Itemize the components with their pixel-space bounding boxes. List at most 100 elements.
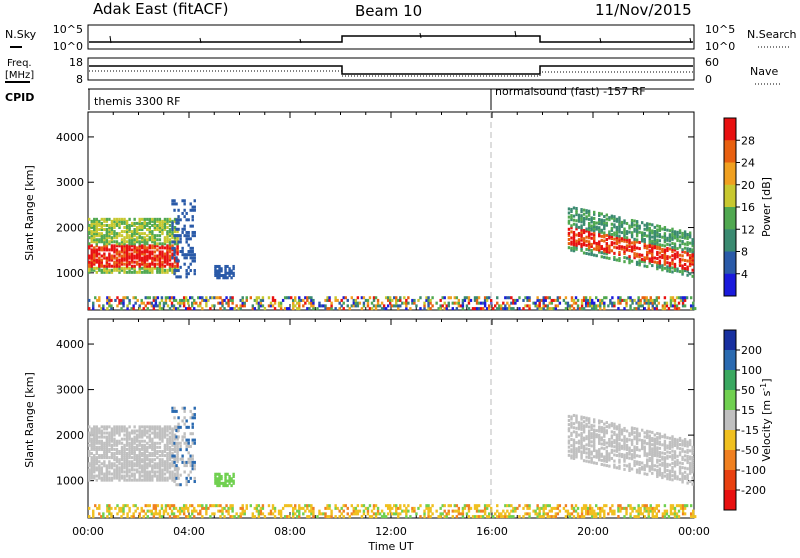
power-cell [593,231,596,235]
velocity-cell [580,425,583,429]
power-cell [193,230,196,234]
velocity-cell [681,455,684,459]
power-cell [128,254,131,258]
velocity-cell [577,425,581,429]
power-cell [231,296,234,300]
power-cell [125,266,129,270]
velocity-cell [161,478,164,482]
velocity-cell [600,454,603,458]
power-cell [676,232,679,236]
velocity-cell [310,512,313,516]
power-cell [330,304,333,308]
power-ylabel: Slant Range [km] [23,165,36,261]
power-cell [153,264,157,268]
velocity-cell [656,446,659,450]
power-cell [668,267,672,271]
velocity-cell [393,504,396,508]
velocity-cell [578,515,582,519]
power-cell [678,261,682,265]
velocity-cell [302,506,305,510]
velocity-cell [103,447,106,451]
velocity-cell [125,431,129,435]
velocity-cell [668,451,672,455]
velocity-cell [595,461,598,465]
power-cell [141,217,144,221]
velocity-cell [388,506,392,510]
power-cell [183,199,186,203]
power-cell [115,240,119,244]
power-cell [103,236,106,240]
power-cell [128,252,131,256]
velocity-cell [302,512,305,516]
power-cell [447,304,450,308]
power-cell [651,235,654,239]
power-cell [580,242,583,246]
velocity-cell [550,509,553,513]
power-cell [681,304,685,308]
velocity-cell [620,432,624,436]
power-cell [176,250,179,254]
power-cell [173,217,177,221]
power-cell [115,248,119,252]
velocity-cell [143,427,146,431]
velocity-cell [585,418,588,422]
power-cell [277,301,281,305]
power-cell [100,270,104,274]
velocity-cell [651,449,654,453]
power-cell [88,268,91,272]
power-cell [372,296,376,300]
velocity-cell [572,446,576,450]
power-cell [538,304,541,308]
power-cell [633,241,636,245]
velocity-cell [95,445,98,449]
power-cell [93,221,96,225]
power-cell [154,301,158,305]
power-cell [130,307,133,311]
power-cell [445,304,448,308]
velocity-cell [623,437,626,441]
power-cell [171,252,174,256]
velocity-cell [668,442,672,446]
power-cell [656,238,659,242]
power-cell [661,243,664,247]
power-cell [630,223,634,227]
velocity-cell [481,515,485,519]
velocity-cell [671,455,674,459]
power-cell [115,223,119,227]
velocity-cell [175,425,178,429]
power-cell [605,256,609,260]
velocity-ylabel: Slant Range [km] [23,372,36,468]
power-cell [643,258,646,262]
velocity-cell [620,446,624,450]
power-cell [243,301,246,305]
power-cell [348,307,351,311]
power-cell [128,248,131,252]
velocity-cell [207,506,210,510]
power-cell [567,221,571,225]
power-cell [90,230,93,234]
velocity-cell [413,509,416,513]
velocity-cell [108,433,111,437]
velocity-cell [564,515,568,519]
velocity-cell [463,504,467,508]
velocity-cell [538,512,541,516]
power-cell [113,221,116,225]
power-cell [95,258,98,262]
velocity-cell [152,506,156,510]
power-cell [95,219,98,223]
velocity-cell [598,429,601,433]
velocity-cell [635,468,639,472]
power-cell [651,231,654,235]
velocity-cell [582,504,586,508]
velocity-cell [184,515,188,519]
power-cell [105,228,109,232]
power-cell [598,213,601,217]
power-cell [587,223,591,227]
velocity-cell [110,435,114,439]
velocity-cell [628,464,631,468]
velocity-cell [218,481,221,485]
power-cell [231,298,234,302]
power-cell [610,214,614,218]
velocity-cell [613,463,616,467]
power-cell [465,296,469,300]
